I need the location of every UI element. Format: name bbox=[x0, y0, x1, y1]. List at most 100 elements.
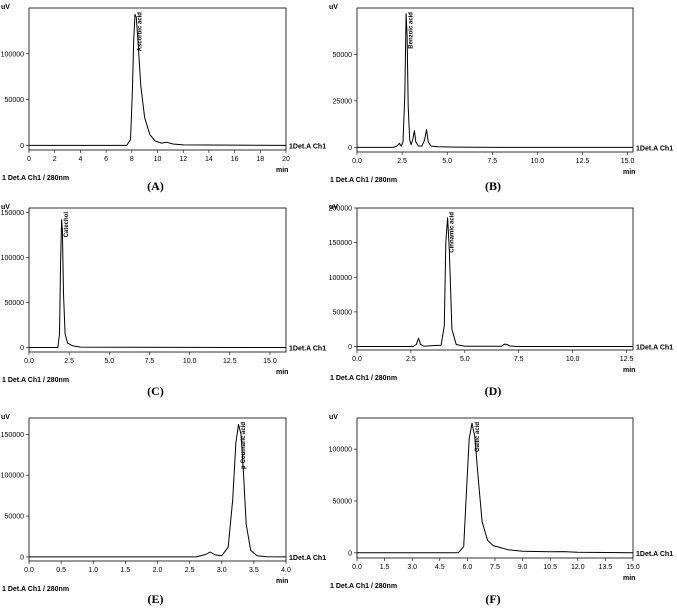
chart-3-chromatogram-trace bbox=[29, 219, 287, 348]
chart-6-channel-label: 1Det.A Ch1 bbox=[636, 551, 673, 558]
chart-4-ytick-label: 0 bbox=[348, 344, 352, 351]
chart-6-ytick-label: 50000 bbox=[333, 498, 353, 505]
chart-5-detector-footer: 1 Det.A Ch1 / 280nm bbox=[2, 586, 69, 593]
chart-2-xtick-label: 12.5 bbox=[576, 158, 590, 165]
chart-2-ytick-label: 50000 bbox=[333, 52, 353, 59]
chart-6-peak-label: Gallic acid bbox=[475, 422, 481, 452]
chart-6-xtick-label: 3.0 bbox=[407, 564, 417, 571]
chart-5-xtick-label: 1.5 bbox=[121, 567, 131, 574]
chart-1-xtick-label: 2 bbox=[53, 156, 57, 163]
chart-5-xtick-label: 2.0 bbox=[153, 567, 163, 574]
chart-5-xtick-label: 3.0 bbox=[217, 567, 227, 574]
chart-3-xtick-label: 5.0 bbox=[104, 358, 114, 365]
chart-5-channel-label: 1Det.A Ch1 bbox=[289, 555, 326, 562]
chart-2-xtick-label: 10.0 bbox=[531, 158, 545, 165]
chart-3-ytick-label: 150000 bbox=[1, 210, 24, 217]
chart-1-panel-label: (A) bbox=[147, 179, 164, 193]
chart-1-xtick-label: 6 bbox=[104, 156, 108, 163]
chart-2-panel-label: (B) bbox=[485, 179, 501, 193]
chart-4-xtick-label: 5.0 bbox=[460, 356, 470, 363]
chart-1-ytick-label: 50000 bbox=[5, 97, 25, 104]
chart-1-ytick-label: 0 bbox=[20, 143, 24, 150]
chart-1-xtick-label: 16 bbox=[231, 156, 239, 163]
chart-1-xtick-label: 14 bbox=[205, 156, 213, 163]
chart-4-y-unit: uV bbox=[329, 204, 338, 211]
chart-2-xtick-label: 2.5 bbox=[397, 158, 407, 165]
chart-3-x-unit: min bbox=[276, 369, 288, 376]
chart-2-channel-label: 1Det.A Ch1 bbox=[636, 145, 673, 152]
chart-4-channel-label: 1Det.A Ch1 bbox=[636, 345, 673, 352]
chart-3-y-unit: uV bbox=[1, 204, 10, 211]
chart-2-detector-footer: 1 Det.A Ch1 / 280nm bbox=[330, 177, 397, 184]
chart-2-plot-frame bbox=[356, 7, 634, 153]
chart-1-xtick-label: 12 bbox=[179, 156, 187, 163]
chart-4-ytick-label: 150000 bbox=[329, 240, 352, 247]
chart-3-ytick-label: 100000 bbox=[1, 255, 24, 262]
chart-3-panel-label: (C) bbox=[147, 384, 164, 398]
chart-4-panel-label: (D) bbox=[485, 384, 502, 398]
chart-1-y-unit: uV bbox=[1, 4, 10, 11]
chart-3-channel-label: 1Det.A Ch1 bbox=[289, 346, 326, 353]
chart-2-xtick-label: 15.0 bbox=[621, 158, 635, 165]
chart-6-xtick-label: 10.5 bbox=[543, 564, 557, 571]
chart-6-xtick-label: 0.0 bbox=[352, 564, 362, 571]
chart-6-xtick-label: 9.0 bbox=[518, 564, 528, 571]
chart-6-ytick-label: 100000 bbox=[329, 447, 352, 454]
chart-5-ytick-label: 0 bbox=[20, 554, 24, 561]
chart-3-xtick-label: 7.5 bbox=[145, 358, 155, 365]
chart-3-plot-frame bbox=[28, 207, 287, 353]
chart-2-chromatogram-trace bbox=[357, 13, 633, 148]
chart-4-plot-frame bbox=[356, 207, 634, 351]
chart-1-detector-footer: 1 Det.A Ch1 / 280nm bbox=[2, 175, 69, 182]
chart-1-xtick-label: 8 bbox=[130, 156, 134, 163]
chart-6-chromatogram-trace bbox=[357, 422, 634, 554]
chart-4-ytick-label: 50000 bbox=[333, 309, 353, 316]
chart-1-xtick-label: 20 bbox=[282, 156, 290, 163]
chart-4-xtick-label: 2.5 bbox=[406, 356, 416, 363]
chart-2-peak-label: Benzoic acid bbox=[409, 12, 415, 49]
chart-1-xtick-label: 18 bbox=[256, 156, 264, 163]
chart-1-peak-label: Ascorbic acid bbox=[138, 12, 144, 52]
chart-5-xtick-label: 1.0 bbox=[88, 567, 98, 574]
chart-4-detector-footer: 1 Det.A Ch1 / 280nm bbox=[330, 375, 397, 382]
chart-3-xtick-label: 15.0 bbox=[263, 358, 277, 365]
chart-6-ytick-label: 0 bbox=[348, 550, 352, 557]
chart-5-xtick-label: 2.5 bbox=[185, 567, 195, 574]
chart-2-ytick-label: 0 bbox=[348, 145, 352, 152]
chart-5-x-unit: min bbox=[276, 578, 288, 585]
chart-5-chromatogram-trace bbox=[29, 424, 287, 558]
chart-4-peak-label: Cinnamic acid bbox=[450, 212, 456, 253]
chart-2-ytick-label: 25000 bbox=[333, 98, 353, 105]
chart-6-xtick-label: 12.0 bbox=[571, 564, 585, 571]
chart-6-x-unit: min bbox=[623, 575, 635, 582]
chart-2-y-unit: uV bbox=[329, 4, 338, 11]
chart-6-detector-footer: 1 Det.A Ch1 / 280nm bbox=[330, 583, 397, 590]
chart-5-panel-label: (E) bbox=[148, 592, 164, 606]
chart-6-xtick-label: 13.5 bbox=[599, 564, 613, 571]
chart-5-ytick-label: 150000 bbox=[1, 432, 24, 439]
chart-6-xtick-label: 15.0 bbox=[626, 564, 640, 571]
chart-6-xtick-label: 6.0 bbox=[463, 564, 473, 571]
chart-5-xtick-label: 0.0 bbox=[24, 567, 34, 574]
chart-5-xtick-label: 0.5 bbox=[56, 567, 66, 574]
chart-4-xtick-label: 0.0 bbox=[352, 356, 362, 363]
chart-6-xtick-label: 7.5 bbox=[490, 564, 500, 571]
chart-1-channel-label: 1Det.A Ch1 bbox=[289, 143, 326, 150]
chart-3-xtick-label: 0.0 bbox=[24, 358, 34, 365]
chart-2-xtick-label: 7.5 bbox=[487, 158, 497, 165]
chart-5-ytick-label: 50000 bbox=[5, 514, 25, 521]
chart-1-chromatogram-trace bbox=[29, 13, 287, 146]
chart-2-xtick-label: 5.0 bbox=[442, 158, 452, 165]
chart-1-xtick-label: 4 bbox=[78, 156, 82, 163]
chart-4-ytick-label: 200000 bbox=[329, 206, 352, 213]
chart-5-plot-frame bbox=[28, 417, 287, 562]
chart-1-ytick-label: 100000 bbox=[1, 51, 24, 58]
chart-3-peak-label: Catechol bbox=[64, 212, 70, 238]
chart-5-xtick-label: 3.5 bbox=[249, 567, 259, 574]
chart-1-plot-frame bbox=[28, 7, 287, 151]
chart-1-x-unit: min bbox=[276, 167, 288, 174]
chart-3-ytick-label: 50000 bbox=[5, 300, 25, 307]
chart-3-detector-footer: 1 Det.A Ch1 / 280nm bbox=[2, 377, 69, 384]
chart-6-y-unit: uV bbox=[329, 414, 338, 421]
